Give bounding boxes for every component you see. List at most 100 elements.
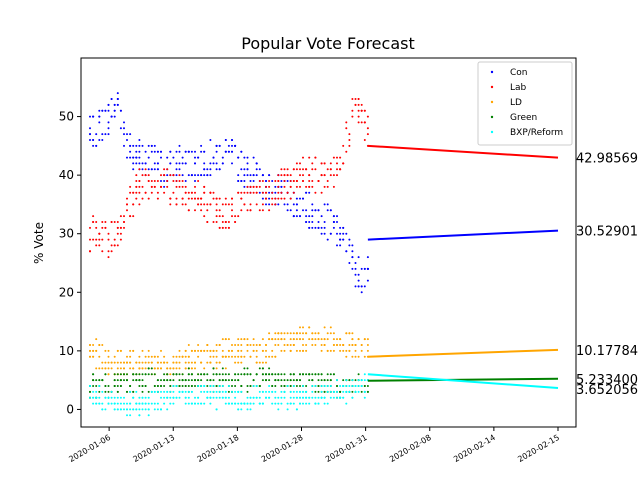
- poll-point: [360, 349, 363, 352]
- poll-point: [144, 373, 147, 376]
- poll-point: [234, 361, 237, 364]
- poll-point: [320, 174, 323, 177]
- poll-point: [175, 162, 178, 165]
- poll-point: [336, 232, 338, 235]
- poll-point: [160, 180, 162, 182]
- poll-point: [98, 109, 101, 112]
- poll-point: [200, 349, 203, 352]
- poll-point: [283, 344, 286, 346]
- poll-point: [252, 344, 255, 346]
- poll-point: [311, 385, 314, 387]
- poll-point: [129, 185, 132, 188]
- poll-point: [286, 168, 289, 171]
- poll-point: [209, 396, 212, 399]
- poll-point: [119, 402, 122, 405]
- poll-point: [187, 197, 190, 200]
- poll-point: [110, 98, 113, 100]
- poll-point: [320, 232, 323, 235]
- poll-point: [342, 349, 345, 352]
- poll-point: [261, 191, 264, 194]
- poll-point: [345, 349, 348, 352]
- poll-point: [190, 402, 193, 405]
- poll-point: [197, 203, 200, 206]
- poll-point: [95, 349, 98, 352]
- poll-point: [243, 180, 246, 182]
- poll-point: [305, 185, 308, 188]
- poll-point: [116, 92, 119, 95]
- poll-point: [295, 379, 298, 382]
- poll-point: [141, 367, 144, 370]
- poll-point: [360, 109, 363, 112]
- poll-point: [246, 156, 249, 159]
- poll-point: [197, 344, 200, 346]
- poll-point: [317, 373, 320, 376]
- poll-point: [342, 226, 345, 229]
- poll-point: [299, 332, 301, 335]
- poll-point: [261, 349, 264, 352]
- poll-point: [206, 168, 209, 171]
- poll-point: [184, 379, 187, 382]
- poll-point: [92, 349, 95, 352]
- poll-point: [363, 379, 366, 382]
- poll-point: [274, 332, 277, 335]
- poll-point: [357, 115, 360, 118]
- poll-point: [156, 408, 159, 411]
- forecast-line: [367, 377, 559, 382]
- poll-point: [169, 373, 172, 376]
- poll-point: [138, 191, 141, 194]
- poll-point: [342, 162, 345, 165]
- poll-point: [314, 396, 317, 399]
- poll-point: [119, 127, 122, 130]
- poll-point: [141, 373, 144, 376]
- poll-point: [366, 127, 369, 130]
- legend-label: Green: [510, 113, 537, 123]
- poll-point: [147, 402, 150, 405]
- poll-point: [305, 396, 308, 399]
- poll-point: [354, 267, 357, 270]
- poll-point: [150, 361, 153, 364]
- poll-point: [160, 408, 162, 411]
- poll-point: [320, 162, 323, 165]
- poll-point: [212, 349, 215, 352]
- poll-point: [116, 367, 119, 370]
- poll-point: [190, 373, 193, 376]
- poll-point: [289, 338, 292, 341]
- poll-point: [237, 361, 240, 364]
- poll-point: [348, 133, 351, 136]
- poll-point: [212, 367, 215, 370]
- poll-point: [194, 349, 196, 352]
- y-tick-label: 10: [59, 344, 74, 358]
- poll-point: [212, 373, 215, 376]
- poll-point: [360, 291, 363, 294]
- poll-point: [138, 414, 141, 417]
- poll-point: [286, 203, 289, 206]
- poll-point: [175, 168, 178, 171]
- poll-point: [172, 156, 175, 159]
- poll-point: [184, 203, 187, 206]
- poll-point: [348, 144, 351, 147]
- poll-point: [268, 367, 271, 370]
- poll-point: [283, 185, 286, 188]
- poll-point: [363, 355, 366, 358]
- poll-point: [311, 226, 314, 229]
- poll-point: [351, 244, 354, 247]
- poll-point: [147, 174, 150, 177]
- poll-point: [323, 402, 326, 405]
- poll-point: [203, 191, 206, 194]
- poll-point: [126, 156, 128, 159]
- poll-point: [357, 103, 360, 106]
- poll-point: [212, 156, 215, 159]
- poll-point: [246, 191, 249, 194]
- poll-point: [320, 344, 323, 346]
- poll-point: [299, 379, 301, 382]
- poll-point: [292, 385, 295, 387]
- poll-point: [302, 344, 304, 346]
- poll-point: [141, 396, 144, 399]
- poll-point: [332, 185, 335, 188]
- poll-point: [311, 390, 314, 393]
- poll-point: [113, 396, 116, 399]
- poll-point: [95, 238, 98, 241]
- poll-point: [129, 402, 132, 405]
- poll-point: [119, 215, 122, 218]
- poll-point: [221, 221, 224, 223]
